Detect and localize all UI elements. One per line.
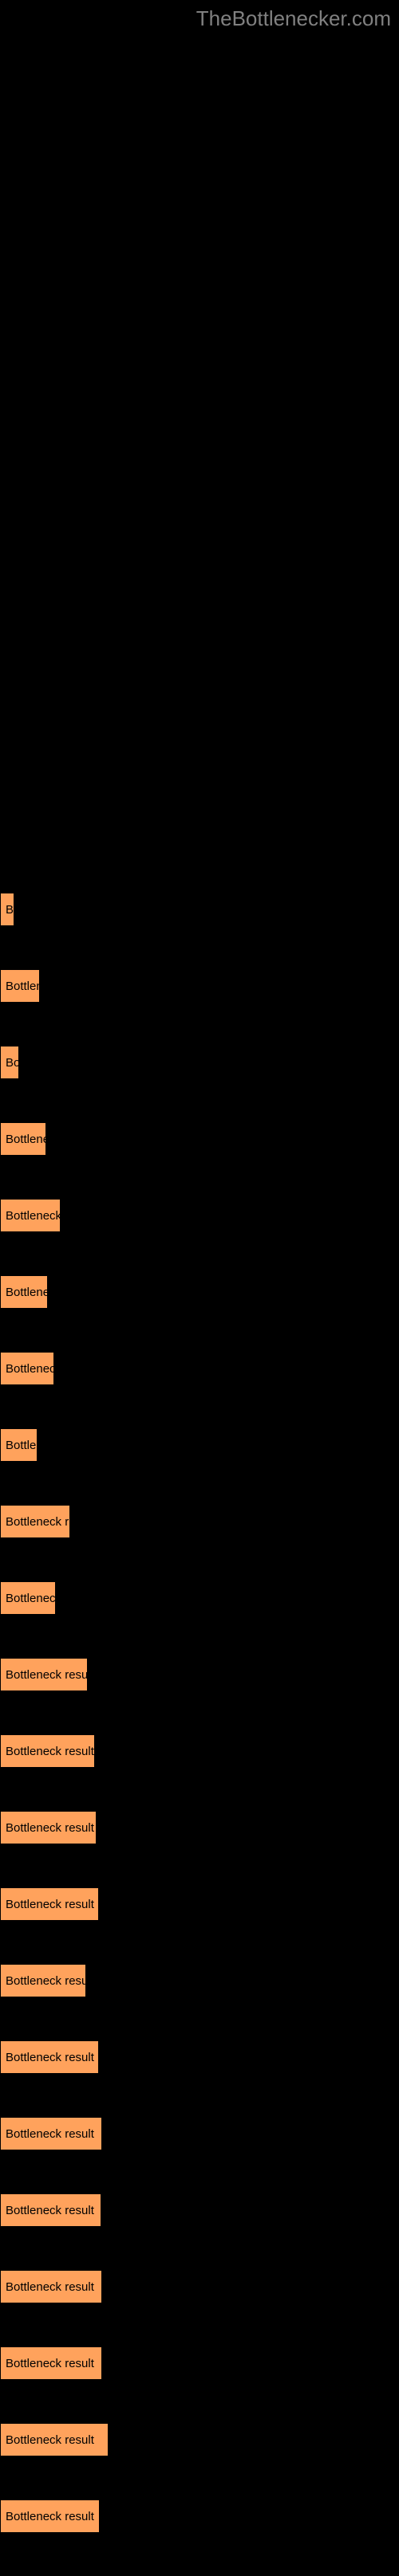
bar-row: Bottleneck result — [0, 1887, 399, 1921]
bar: Bottlenec — [0, 1581, 56, 1615]
bar-label: Bottleneck — [6, 1209, 60, 1223]
bar: Bottleneck result — [0, 2040, 99, 2074]
bar: Bottleneck result — [0, 2193, 101, 2227]
bar-row: Bottleneck result — [0, 2423, 399, 2456]
bar-label: Bottle — [6, 1439, 36, 1452]
bar-row: Bo — [0, 1046, 399, 1079]
bar: Bottleneck result — [0, 2346, 102, 2380]
bar-row: Bottleneck result — [0, 2270, 399, 2303]
bar-row: Bottleneck r — [0, 1505, 399, 1538]
bar-row: Bottleneck resul — [0, 1658, 399, 1691]
bar: Bottleneck result — [0, 2117, 102, 2150]
bar: Bottleneck result — [0, 1887, 99, 1921]
bar-row: Bottle — [0, 1428, 399, 1462]
bar-label: B — [6, 903, 14, 917]
bar-row: Bottleneck result — [0, 2040, 399, 2074]
bar: Bottleneck result — [0, 1811, 97, 1844]
bar: Bottleneck result — [0, 2499, 100, 2533]
bar-label: Bottlene — [6, 1286, 47, 1299]
bar-chart: B Bottlen Bo Bottlene Bottleneck Bottlene Bott… — [0, 893, 399, 2576]
bar: Bottleneck resul — [0, 1658, 88, 1691]
bar-label: Bottleneck result — [6, 2204, 94, 2217]
bar-label: Bottlenec — [6, 1592, 55, 1605]
bar: Bottleneck result — [0, 1734, 95, 1768]
bar-row: Bottlene — [0, 1275, 399, 1309]
bar: Bottleneck result — [0, 2423, 109, 2456]
bar-row: Bottleneck result — [0, 1734, 399, 1768]
bar: Bo — [0, 1046, 19, 1079]
bar-label: Bottleneck result — [6, 1821, 94, 1835]
bar: Bottleneck r — [0, 1505, 70, 1538]
bar-label: Bottleneck result — [6, 2433, 94, 2447]
bar-row: Bottleneck result — [0, 2346, 399, 2380]
bar-label: Bottlene — [6, 1133, 45, 1146]
bar-row: Bottlene — [0, 1122, 399, 1156]
bar-row: Bottleneck result — [0, 2193, 399, 2227]
bar-row: Bottlenec — [0, 1581, 399, 1615]
bar-row: Bottlenec — [0, 1352, 399, 1385]
bar-row: Bottleneck result — [0, 2117, 399, 2150]
bar-row: Bottleneck result — [0, 1811, 399, 1844]
bar: Bottleneck resu — [0, 1964, 86, 1997]
bar-label: Bottleneck result — [6, 1898, 94, 1911]
bar-label: Bottleneck result — [6, 2357, 94, 2370]
bar-label: Bottleneck result — [6, 2280, 94, 2294]
bar-label: Bottleneck result — [6, 2051, 94, 2064]
bar-row: Bottleneck result — [0, 2499, 399, 2533]
bar-row: Bottleneck resu — [0, 1964, 399, 1997]
bar-label: Bottleneck result — [6, 2510, 94, 2523]
bar-label: Bottleneck result — [6, 2127, 94, 2141]
bar-label: Bottleneck resu — [6, 1974, 85, 1988]
bar: Bottleneck result — [0, 2270, 102, 2303]
bar-row: B — [0, 893, 399, 926]
bar-label: Bottlen — [6, 980, 39, 993]
bar-row: Bottlen — [0, 969, 399, 1003]
bar: Bottlene — [0, 1275, 48, 1309]
bar: Bottlene — [0, 1122, 46, 1156]
bar: Bottleneck — [0, 1199, 61, 1232]
bar-label: Bottlenec — [6, 1362, 53, 1376]
bar: Bottlen — [0, 969, 40, 1003]
bar-label: Bo — [6, 1056, 18, 1070]
bar-label: Bottleneck result — [6, 1745, 94, 1758]
bar: B — [0, 893, 14, 926]
bar: Bottle — [0, 1428, 38, 1462]
bar-label: Bottleneck r — [6, 1515, 69, 1529]
bar: Bottlenec — [0, 1352, 54, 1385]
bar-row: Bottleneck — [0, 1199, 399, 1232]
watermark: TheBottlenecker.com — [196, 6, 391, 31]
bar-label: Bottleneck resul — [6, 1668, 87, 1682]
